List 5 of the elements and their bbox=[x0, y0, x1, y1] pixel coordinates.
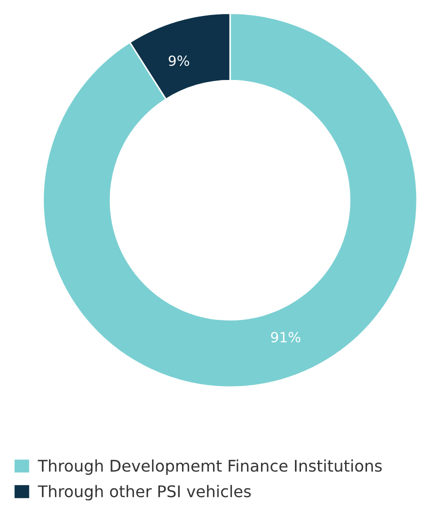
data-label: 9% bbox=[168, 55, 190, 66]
donut-slice bbox=[42, 12, 418, 388]
legend-label: Through Developmemt Finance Institutions bbox=[38, 459, 382, 475]
data-label: 91% bbox=[271, 332, 300, 342]
legend-label: Through other PSI vehicles bbox=[38, 484, 251, 500]
